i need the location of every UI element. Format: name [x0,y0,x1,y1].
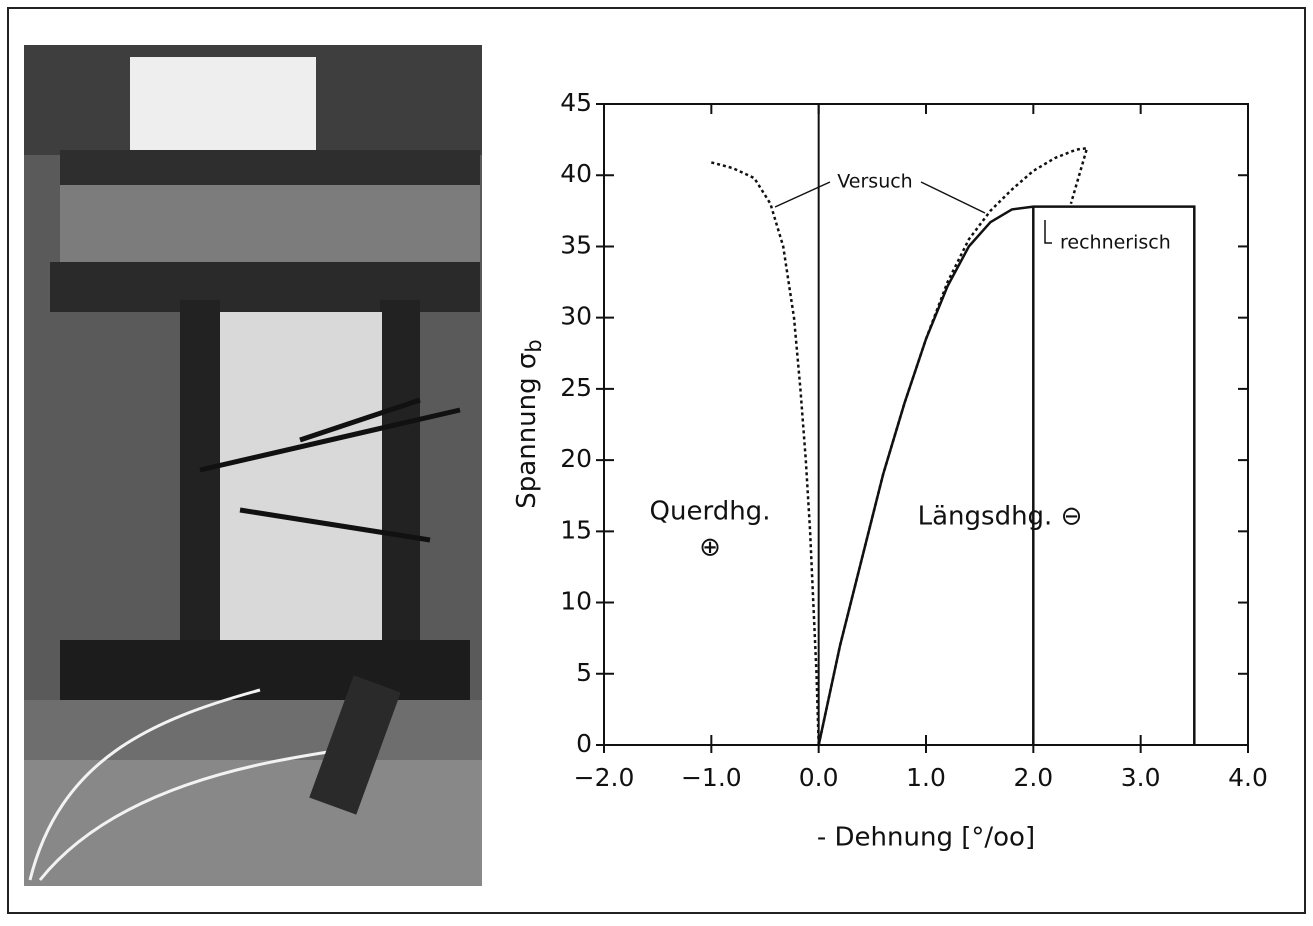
x-tick-label: −1.0 [681,763,742,792]
y-tick-label: 10 [560,587,592,616]
y-tick-label: 20 [560,444,592,473]
x-tick-label: −2.0 [574,763,635,792]
annotation: ⊕ [699,533,721,563]
x-tick-label: 3.0 [1121,763,1161,792]
annotation: Querdhg. [650,497,771,527]
series-label: Versuch [837,171,912,193]
y-tick-label: 0 [576,729,592,758]
x-tick-label: 0.0 [799,763,839,792]
y-tick-label: 40 [560,159,592,188]
y-axis-label-text: Spannung σ [512,353,542,509]
annotation: Längsdhg. ⊖ [918,502,1083,532]
y-tick-label: 5 [576,658,592,687]
photo [24,45,482,886]
x-axis-label: - Dehnung [°/oo] [817,823,1035,853]
plot-frame [603,103,1249,746]
leader-line [774,181,1052,244]
frame [7,7,1306,914]
data-line [710,146,1089,746]
y-tick-label: 45 [560,88,592,117]
y-axis-label: Spannung σb [512,339,547,508]
y-tick-label: 25 [560,373,592,402]
x-tick-label: 2.0 [1013,763,1053,792]
x-tick-label: 4.0 [1228,763,1268,792]
series-label: rechnerisch [1060,232,1171,254]
x-tick-label: 1.0 [906,763,946,792]
y-axis-label-subscript: b [522,339,546,352]
y-tick-label: 15 [560,515,592,544]
data-line [817,205,1196,746]
y-tick-label: 30 [560,302,592,331]
y-tick-label: 35 [560,230,592,259]
